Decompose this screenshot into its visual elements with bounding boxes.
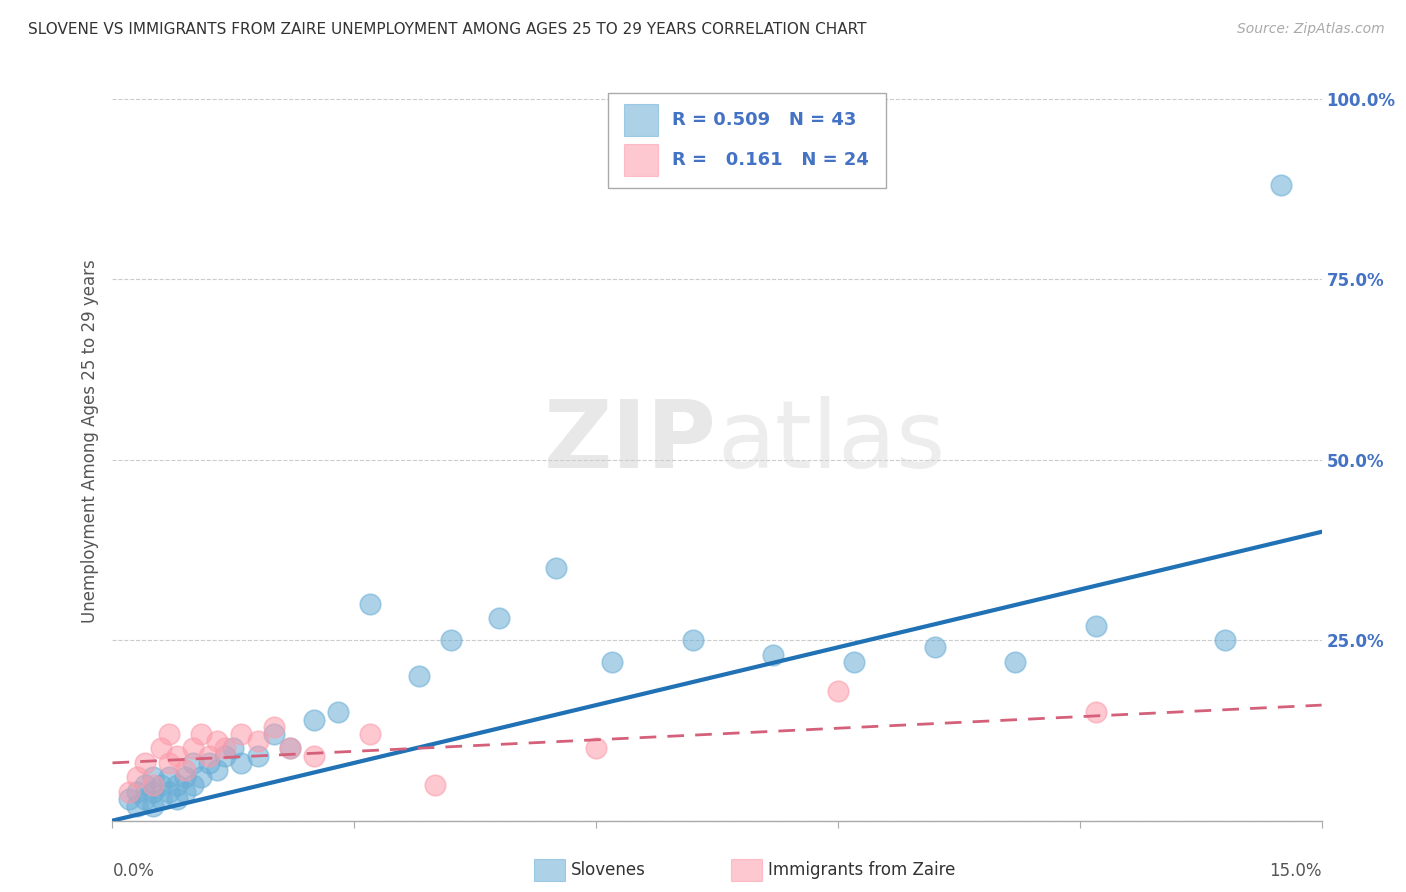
Point — [263, 720, 285, 734]
Point — [125, 799, 148, 814]
Point — [278, 741, 301, 756]
Point — [134, 778, 156, 792]
Point — [924, 640, 946, 655]
Point — [214, 741, 236, 756]
Point — [207, 763, 229, 777]
Point — [157, 770, 180, 784]
Point — [359, 597, 381, 611]
FancyBboxPatch shape — [609, 93, 886, 187]
Point — [174, 770, 197, 784]
Point — [246, 748, 269, 763]
Point — [278, 741, 301, 756]
Point — [1084, 618, 1107, 632]
Point — [214, 748, 236, 763]
Text: Slovenes: Slovenes — [571, 861, 645, 879]
Point — [117, 792, 139, 806]
Point — [157, 785, 180, 799]
Point — [198, 756, 221, 770]
Point — [359, 727, 381, 741]
Point — [263, 727, 285, 741]
Point — [142, 785, 165, 799]
Point — [125, 785, 148, 799]
Point — [181, 741, 204, 756]
Point — [134, 756, 156, 770]
Point — [157, 756, 180, 770]
Point — [149, 741, 172, 756]
Point — [125, 770, 148, 784]
Point — [190, 727, 212, 741]
Point — [827, 683, 849, 698]
Text: 15.0%: 15.0% — [1270, 863, 1322, 880]
Point — [166, 792, 188, 806]
Point — [544, 561, 567, 575]
Y-axis label: Unemployment Among Ages 25 to 29 years: Unemployment Among Ages 25 to 29 years — [80, 260, 98, 624]
Point — [142, 799, 165, 814]
Text: SLOVENE VS IMMIGRANTS FROM ZAIRE UNEMPLOYMENT AMONG AGES 25 TO 29 YEARS CORRELAT: SLOVENE VS IMMIGRANTS FROM ZAIRE UNEMPLO… — [28, 22, 866, 37]
Point — [488, 611, 510, 625]
Point — [181, 756, 204, 770]
Point — [585, 741, 607, 756]
Point — [1270, 178, 1292, 193]
Point — [231, 727, 253, 741]
Text: 0.0%: 0.0% — [112, 863, 155, 880]
Point — [149, 778, 172, 792]
Text: Source: ZipAtlas.com: Source: ZipAtlas.com — [1237, 22, 1385, 37]
Point — [600, 655, 623, 669]
Point — [302, 748, 325, 763]
Point — [134, 792, 156, 806]
Point — [423, 778, 446, 792]
Point — [1213, 633, 1236, 648]
Bar — [624, 104, 658, 136]
Point — [207, 734, 229, 748]
Point — [231, 756, 253, 770]
Point — [157, 727, 180, 741]
Point — [842, 655, 865, 669]
Point — [246, 734, 269, 748]
Point — [408, 669, 430, 683]
Point — [440, 633, 463, 648]
Point — [166, 748, 188, 763]
Point — [174, 763, 197, 777]
Point — [682, 633, 704, 648]
Point — [190, 770, 212, 784]
Point — [117, 785, 139, 799]
Point — [1004, 655, 1026, 669]
Point — [166, 778, 188, 792]
Text: Immigrants from Zaire: Immigrants from Zaire — [768, 861, 955, 879]
Point — [174, 785, 197, 799]
Point — [142, 770, 165, 784]
Point — [142, 778, 165, 792]
Point — [149, 792, 172, 806]
Point — [198, 748, 221, 763]
Point — [181, 778, 204, 792]
Text: R = 0.509   N = 43: R = 0.509 N = 43 — [672, 112, 856, 129]
Text: R =   0.161   N = 24: R = 0.161 N = 24 — [672, 152, 869, 169]
Text: atlas: atlas — [717, 395, 945, 488]
Point — [328, 706, 350, 720]
Point — [302, 713, 325, 727]
Bar — [624, 145, 658, 177]
Point — [1084, 706, 1107, 720]
Point — [762, 648, 785, 662]
Text: ZIP: ZIP — [544, 395, 717, 488]
Point — [222, 741, 245, 756]
